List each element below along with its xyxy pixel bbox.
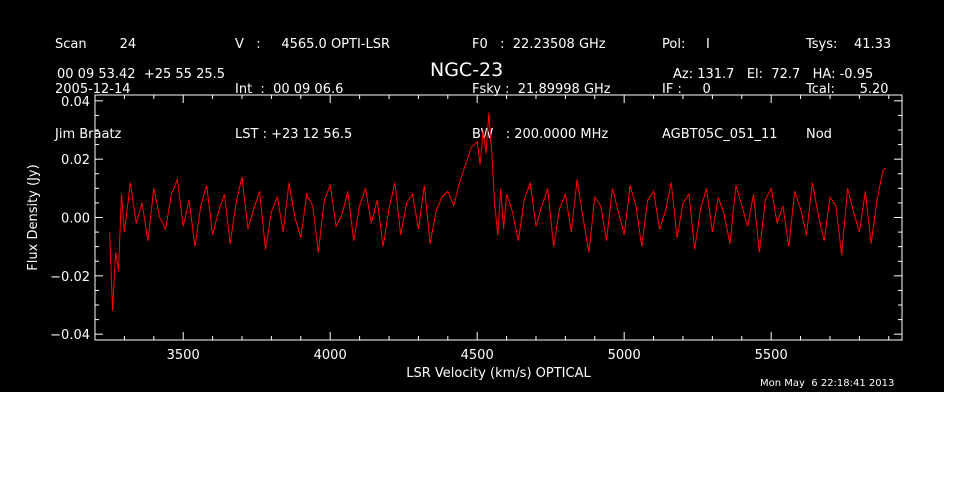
spectrum-series-line	[109, 112, 887, 311]
y-axis-label: Flux Density (Jy)	[26, 164, 41, 270]
x-tick-label: 4000	[314, 348, 347, 363]
y-tick-label: 0.02	[61, 153, 90, 168]
header-col-polarization: Pol: I IF : 0 AGBT05C_051_11	[662, 7, 778, 172]
tsys-value: Tsys: 41.33	[806, 37, 892, 52]
source-coordinates: 00 09 53.42 +25 55 25.5	[57, 67, 226, 82]
observation-date: 2005-12-14	[55, 82, 131, 97]
lst-value: LST : +23 12 56.5	[235, 127, 353, 142]
x-axis-label: LSR Velocity (km/s) OPTICAL	[406, 366, 591, 381]
header-col-velocity: V : 4565.0 OPTI-LSR Int : 00 09 06.6 LST…	[235, 7, 390, 172]
y-tick-label: −0.02	[50, 270, 90, 285]
x-tick-label: 5500	[755, 348, 788, 363]
x-tick-label: 5000	[608, 348, 641, 363]
axis-ticks	[95, 95, 902, 340]
spectrum-chart: 3500 4000 4500 5000 5500 −0.04 −0.02 0.00 0.02 0.…	[26, 94, 903, 381]
project-id: AGBT05C_051_11	[662, 127, 778, 142]
y-tick-label: −0.04	[50, 328, 90, 343]
plot-panel: Scan 24 2005-12-14 Jim Braatz V : 4565.0…	[0, 0, 944, 392]
tick-labels: 3500 4000 4500 5000 5500 −0.04 −0.02 0.00 0.02 0.…	[50, 95, 788, 363]
scan-number: Scan 24	[55, 37, 137, 52]
header-col-scan: Scan 24 2005-12-14 Jim Braatz	[55, 7, 136, 172]
plot-frame	[94, 94, 903, 341]
tcal-value: Tcal: 5.20	[806, 82, 889, 97]
rest-frequency: F0 : 22.23508 GHz	[472, 37, 606, 52]
procedure-name: Nod	[806, 127, 832, 142]
velocity-value: V : 4565.0 OPTI-LSR	[235, 37, 391, 52]
integration-time: Int : 00 09 06.6	[235, 82, 344, 97]
az-el-ha: Az: 131.7 El: 72.7 HA: -0.95	[673, 67, 874, 82]
plot-datetime: Mon May 6 22:18:41 2013	[760, 378, 895, 389]
header-col-system: Tsys: 41.33 Tcal: 5.20 Nod	[806, 7, 891, 172]
x-tick-label: 4500	[461, 348, 494, 363]
y-tick-label: 0.04	[61, 95, 90, 110]
if-number: IF : 0	[662, 82, 711, 97]
observer-name: Jim Braatz	[55, 127, 122, 142]
source-name: NGC-23	[430, 59, 504, 81]
sky-frequency: Fsky : 21.89998 GHz	[472, 82, 611, 97]
y-tick-label: 0.00	[61, 212, 90, 227]
x-tick-label: 3500	[167, 348, 200, 363]
polarization: Pol: I	[662, 37, 710, 52]
